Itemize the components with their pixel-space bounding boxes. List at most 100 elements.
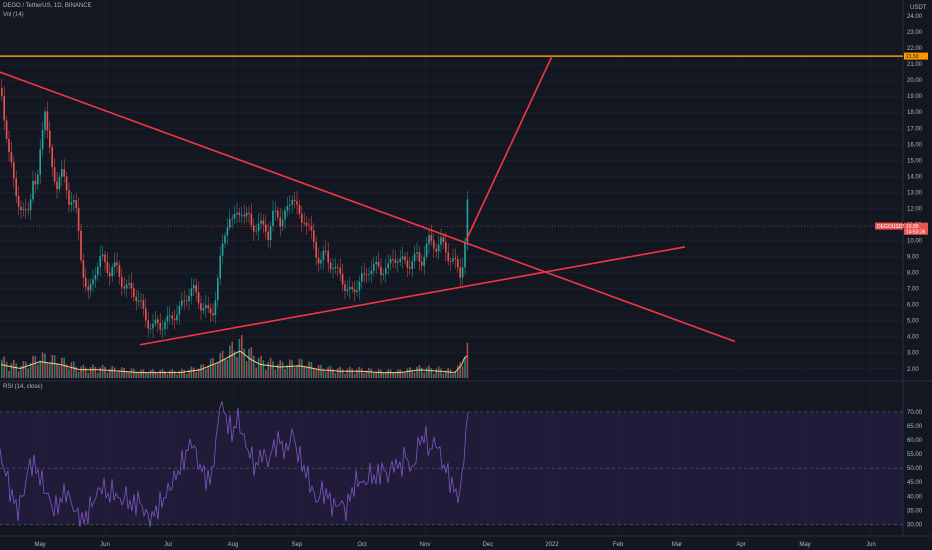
candle-body: [260, 220, 262, 224]
volume-bar: [274, 369, 277, 378]
volume-bar: [5, 361, 8, 378]
candle-body: [373, 264, 375, 271]
last-price-label: 10.89: [906, 224, 919, 230]
candle-body: [370, 270, 373, 274]
volume-bar: [231, 341, 233, 378]
candle-body: [118, 265, 121, 278]
volume-bar: [425, 367, 428, 378]
candle-body: [305, 222, 308, 226]
candle-body: [313, 230, 315, 243]
candle-body: [363, 273, 365, 275]
volume-bar: [303, 366, 305, 378]
volume-bar: [125, 372, 128, 378]
candle-body: [241, 214, 243, 216]
price-tick-label: 21.00: [907, 62, 923, 68]
volume-bar: [123, 368, 125, 378]
volume-bar: [250, 347, 253, 378]
volume-bar: [137, 372, 140, 378]
candle-body: [325, 250, 327, 252]
volume-bar: [284, 368, 286, 378]
volume-bar: [104, 366, 106, 378]
volume-bar: [442, 373, 445, 378]
volume-bar: [8, 370, 10, 378]
volume-ma-line: [0, 351, 467, 374]
time-tick-label: Dec: [483, 542, 494, 548]
volume-bar: [65, 364, 68, 378]
candle-body: [164, 321, 166, 329]
candle-body: [416, 252, 418, 254]
candle-body: [257, 223, 260, 231]
candle-body: [183, 300, 185, 302]
volume-bar: [286, 365, 289, 378]
candle-body: [461, 267, 464, 278]
candle-body: [382, 273, 385, 276]
candle-body: [243, 214, 245, 217]
candle-body: [339, 267, 341, 274]
volume-bar: [344, 373, 346, 378]
trend-line: [139, 246, 686, 346]
drawing-overlays: [0, 55, 903, 346]
candle-body: [15, 178, 17, 196]
candle-body: [413, 253, 416, 262]
volume-bar: [161, 369, 164, 378]
price-tick-label: 20.00: [907, 78, 923, 84]
rsi-tick-label: 70.00: [907, 410, 923, 416]
candle-body: [133, 288, 135, 297]
time-tick-label: 2022: [545, 542, 559, 548]
volume-bar: [423, 372, 425, 378]
candle-body: [320, 260, 322, 264]
candle-body: [169, 315, 171, 317]
candle-body: [358, 281, 361, 291]
volume-bar: [166, 374, 169, 378]
time-tick-label: Mar: [672, 542, 682, 548]
volume-bar: [341, 369, 344, 378]
candle-body: [89, 284, 92, 291]
volume-bar: [365, 370, 368, 378]
volume-bar: [320, 364, 322, 378]
time-tick-label: Sep: [292, 542, 303, 548]
candle-body: [149, 328, 152, 330]
volume-bar: [411, 369, 413, 378]
candle-body: [173, 318, 176, 321]
volume-bar: [296, 365, 298, 378]
candle-body: [394, 259, 397, 263]
volume-bar: [464, 356, 466, 378]
volume-bar: [49, 362, 51, 378]
volume-bar: [389, 369, 392, 378]
volume-bar: [217, 362, 219, 378]
candle-body: [353, 289, 356, 292]
volume-bar: [322, 368, 325, 378]
candle-body: [255, 230, 257, 232]
candle-body: [380, 266, 382, 276]
volume-bar: [46, 363, 49, 378]
price-axis[interactable]: 2.003.004.005.006.007.008.009.0010.0011.…: [875, 14, 928, 528]
candle-body: [217, 278, 219, 301]
candle-body: [308, 225, 310, 227]
candle-body: [214, 300, 217, 316]
price-tick-label: 3.00: [907, 351, 919, 357]
candle-body: [116, 262, 118, 266]
volume-bar: [363, 373, 365, 378]
time-axis[interactable]: May Jun Jul Aug Sep Oct Nov Dec 2022 Feb Mar Apr May…: [34, 542, 876, 548]
candle-body: [185, 300, 188, 302]
symbol-price-tag: [875, 222, 903, 230]
candle-body: [152, 323, 154, 329]
volume-bar: [169, 370, 171, 378]
price-tick-label: 13.00: [907, 190, 923, 196]
candle-body: [452, 258, 454, 262]
candle-body: [58, 176, 61, 190]
volume-bar: [329, 365, 332, 378]
candle-body: [322, 250, 325, 261]
volume-bar: [135, 372, 137, 378]
volume-bar: [380, 369, 382, 378]
volume-bar: [260, 355, 262, 378]
candle-body: [411, 261, 413, 269]
volume-bar: [370, 368, 373, 378]
candle-body: [82, 260, 85, 278]
volume-bar: [229, 345, 231, 378]
volume-bar: [430, 368, 433, 378]
candle-body: [161, 328, 164, 330]
price-tick-label: 17.00: [907, 126, 923, 132]
candle-body: [73, 200, 75, 203]
